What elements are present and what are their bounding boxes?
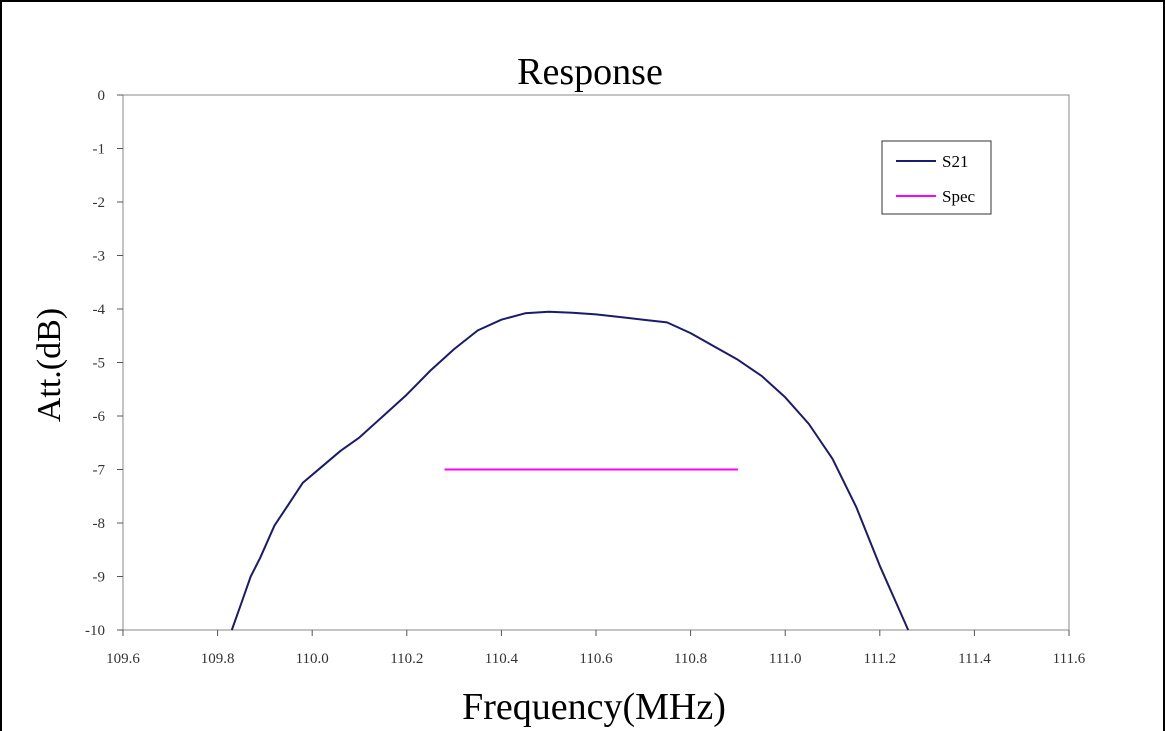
x-tick-label: 110.2 [390,651,423,667]
y-tick-label: -3 [93,249,106,265]
y-axis-label: Att.(dB) [31,308,68,422]
series-lines [230,310,910,631]
legend-box [881,140,992,215]
y-tick-label: -7 [93,463,106,479]
y-tick-label: -10 [85,623,105,639]
x-tick-label: 110.6 [579,651,613,667]
x-tick-label: 111.0 [769,651,802,667]
axis-ticks: 109.6 109.8 110.0 110.2 110.4 110.6 110.8 111.0… [85,88,1086,667]
y-tick-label: -1 [93,142,106,158]
legend-label-spec: Spec [942,187,976,206]
x-axis-label: Frequency(MHz) [462,686,726,728]
x-tick-label: 111.4 [958,651,991,667]
y-tick-label: -4 [93,302,106,318]
y-tick-label: -2 [93,195,106,211]
x-tick-label: 109.6 [106,651,140,667]
y-tick-label: -8 [93,516,106,532]
y-tick-label: 0 [98,88,106,104]
x-tick-label: 110.4 [485,651,519,667]
legend-label-s21: S21 [942,152,968,171]
x-tick-label: 111.6 [1053,651,1086,667]
y-tick-label: -6 [93,409,106,425]
x-tick-label: 109.8 [201,651,235,667]
x-tick-label: 111.2 [863,651,896,667]
y-tick-label: -5 [93,356,106,372]
x-tick-label: 110.8 [674,651,707,667]
legend: S21 Spec [881,140,992,215]
x-tick-label: 110.0 [296,651,329,667]
series-line-s21 [230,310,910,631]
y-tick-label: -9 [93,570,106,586]
chart-title: Response [517,51,663,93]
